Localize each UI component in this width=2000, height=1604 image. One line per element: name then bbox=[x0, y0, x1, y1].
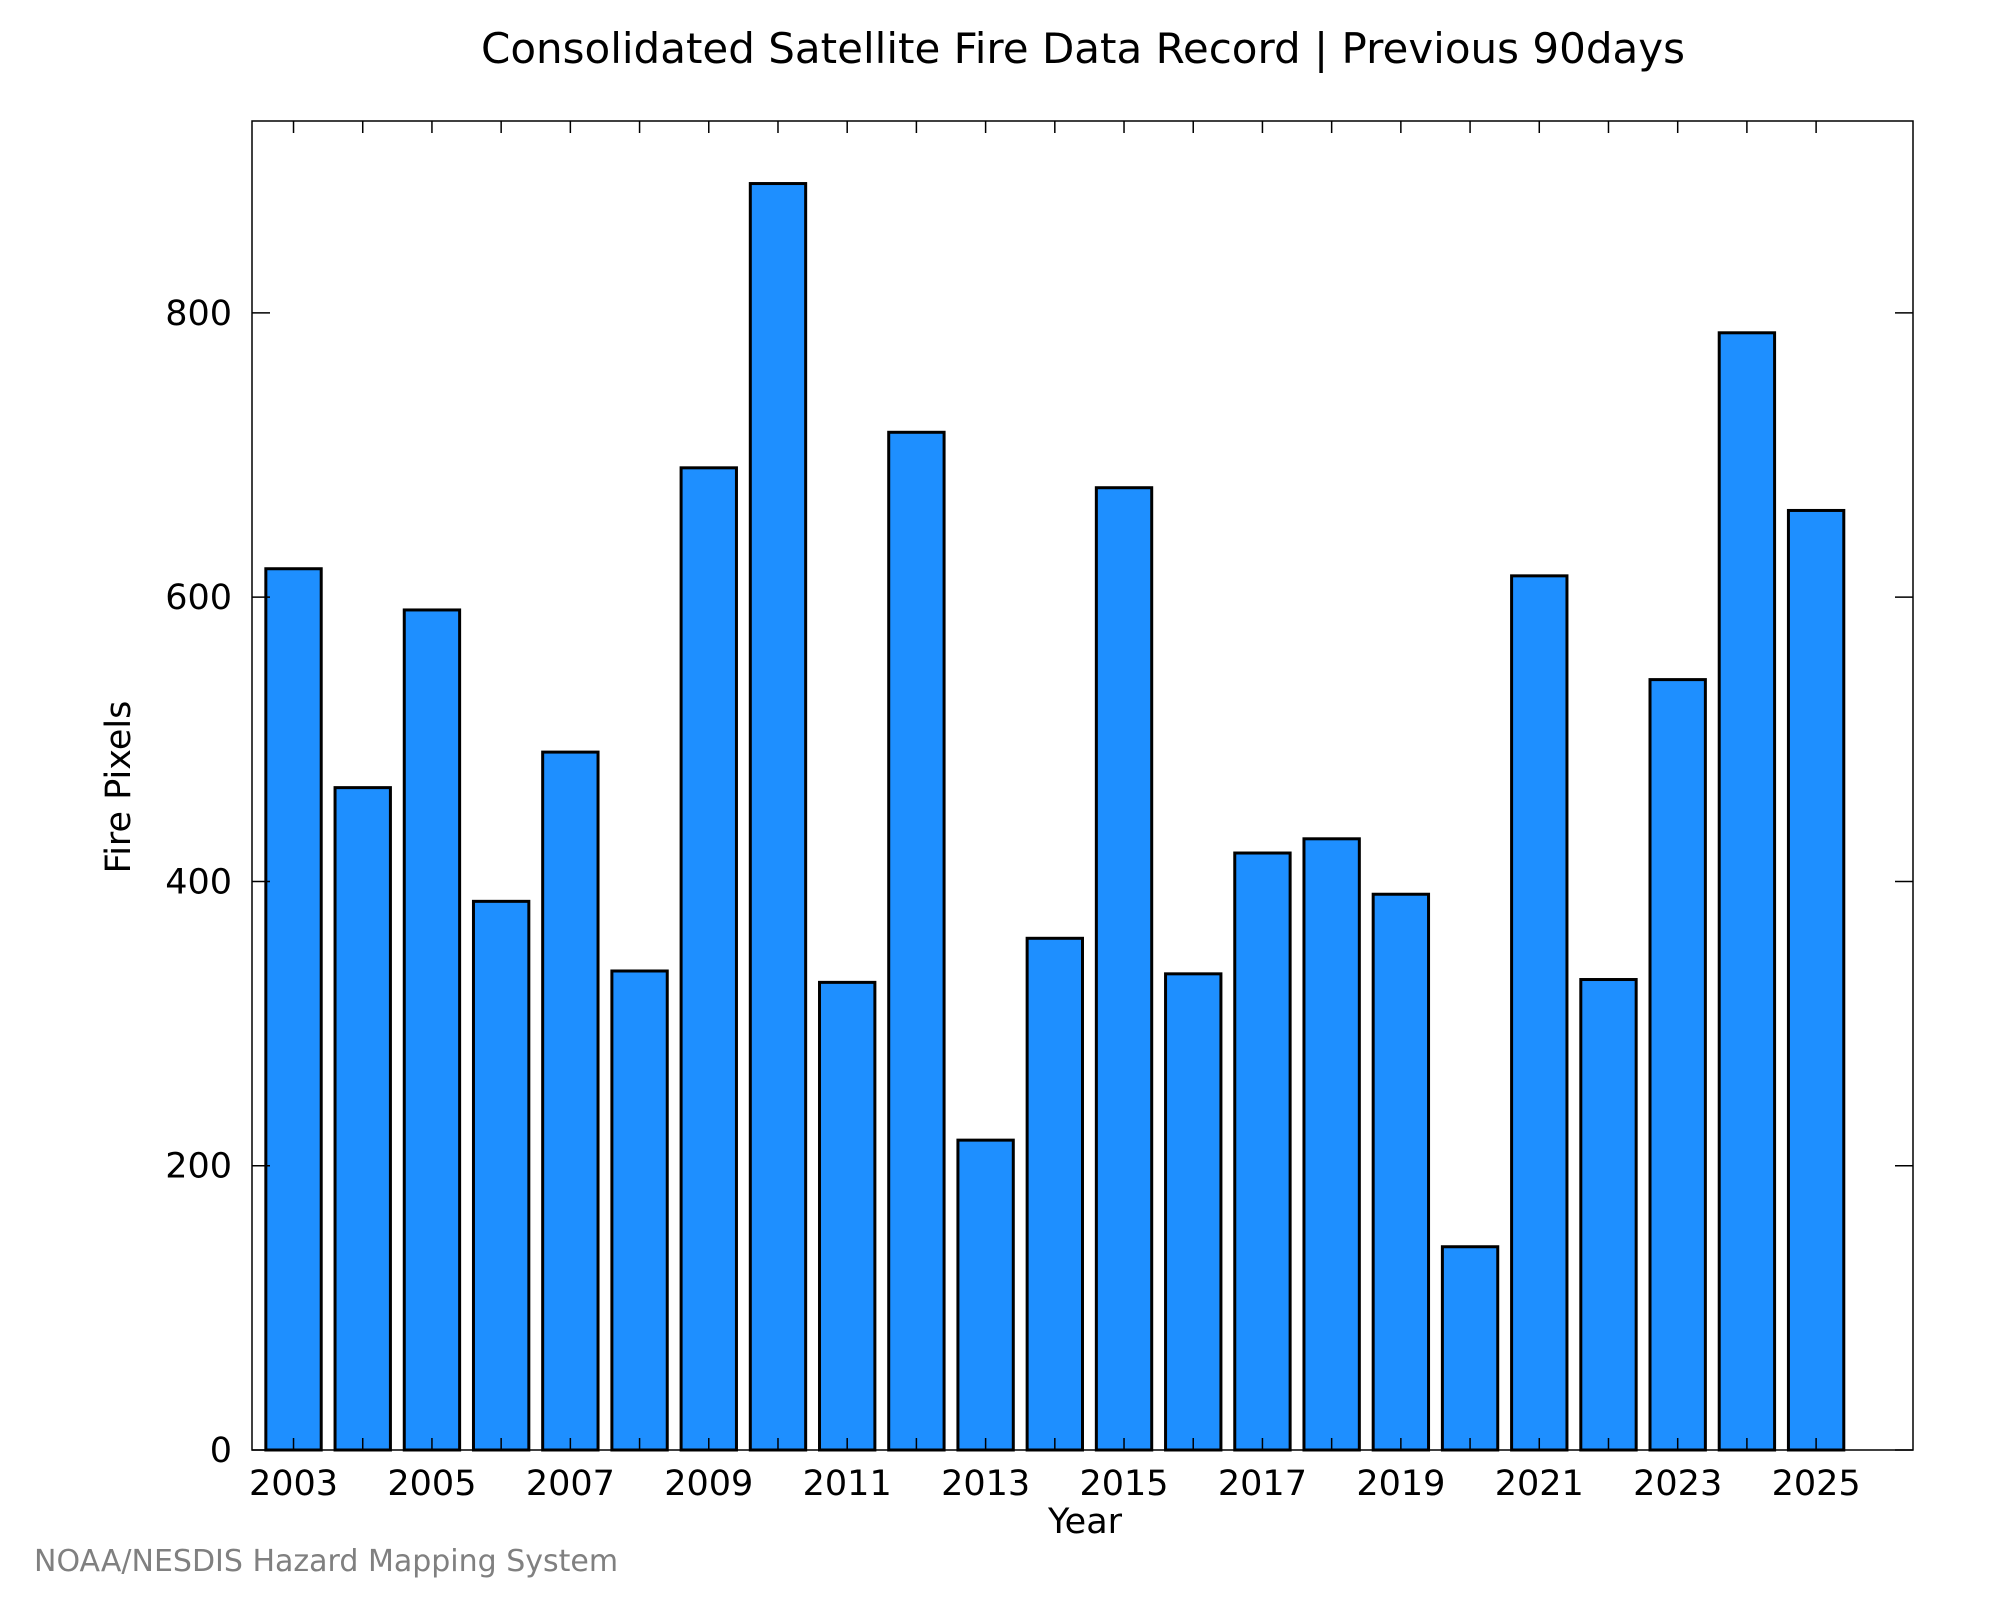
bar-2003 bbox=[264, 567, 323, 1452]
bars-layer bbox=[264, 182, 1846, 1452]
bar-2014 bbox=[1025, 936, 1084, 1452]
bar-2020 bbox=[1440, 1245, 1500, 1452]
bar-2012 bbox=[887, 430, 946, 1452]
bar-2022 bbox=[1579, 978, 1638, 1452]
bar-2011 bbox=[818, 980, 877, 1452]
x-tick-label-2007: 2007 bbox=[526, 1464, 615, 1504]
x-tick-label-2021: 2021 bbox=[1495, 1464, 1584, 1504]
x-axis-label: Year bbox=[1047, 1502, 1123, 1542]
x-tick-label-2013: 2013 bbox=[941, 1464, 1030, 1504]
credit-text: NOAA/NESDIS Hazard Mapping System bbox=[34, 1544, 618, 1579]
x-tick-label-2003: 2003 bbox=[249, 1464, 338, 1504]
x-tick-label-2017: 2017 bbox=[1218, 1464, 1307, 1504]
bar-2023 bbox=[1648, 678, 1707, 1452]
bar-2009 bbox=[679, 466, 738, 1452]
bar-2010 bbox=[748, 182, 808, 1452]
x-tick-label-2023: 2023 bbox=[1633, 1464, 1722, 1504]
bar-2017 bbox=[1233, 851, 1292, 1452]
bar-2018 bbox=[1302, 837, 1361, 1452]
bar-2016 bbox=[1164, 972, 1223, 1452]
y-tick-label-800: 800 bbox=[165, 294, 232, 334]
y-tick-label-600: 600 bbox=[165, 578, 232, 618]
chart-title: Consolidated Satellite Fire Data Record … bbox=[481, 24, 1685, 73]
bar-2021 bbox=[1510, 574, 1569, 1452]
x-tick-label-2019: 2019 bbox=[1356, 1464, 1445, 1504]
x-tick-label-2025: 2025 bbox=[1772, 1464, 1861, 1504]
y-tick-label-400: 400 bbox=[165, 862, 232, 902]
bar-2008 bbox=[610, 969, 669, 1452]
y-axis-label: Fire Pixels bbox=[99, 701, 139, 874]
bar-2005 bbox=[402, 608, 462, 1452]
bar-2013 bbox=[956, 1138, 1015, 1452]
plot-frame bbox=[251, 120, 1914, 1451]
y-tick-label-0: 0 bbox=[210, 1431, 232, 1471]
y-tick-label-200: 200 bbox=[165, 1147, 232, 1187]
bar-2007 bbox=[541, 750, 600, 1452]
x-tick-label-2009: 2009 bbox=[664, 1464, 753, 1504]
bar-2006 bbox=[471, 899, 531, 1452]
bar-2025 bbox=[1786, 508, 1846, 1452]
x-tick-label-2005: 2005 bbox=[387, 1464, 476, 1504]
bar-2015 bbox=[1094, 486, 1154, 1452]
ticks-layer: 2003 2005 2007 2009 2011 2013 2015 2017 2019 2021… bbox=[165, 121, 1913, 1504]
bar-2004 bbox=[333, 786, 392, 1452]
x-tick-label-2015: 2015 bbox=[1079, 1464, 1168, 1504]
x-tick-label-2011: 2011 bbox=[803, 1464, 892, 1504]
bar-2019 bbox=[1371, 892, 1431, 1452]
bar-2024 bbox=[1717, 331, 1777, 1452]
